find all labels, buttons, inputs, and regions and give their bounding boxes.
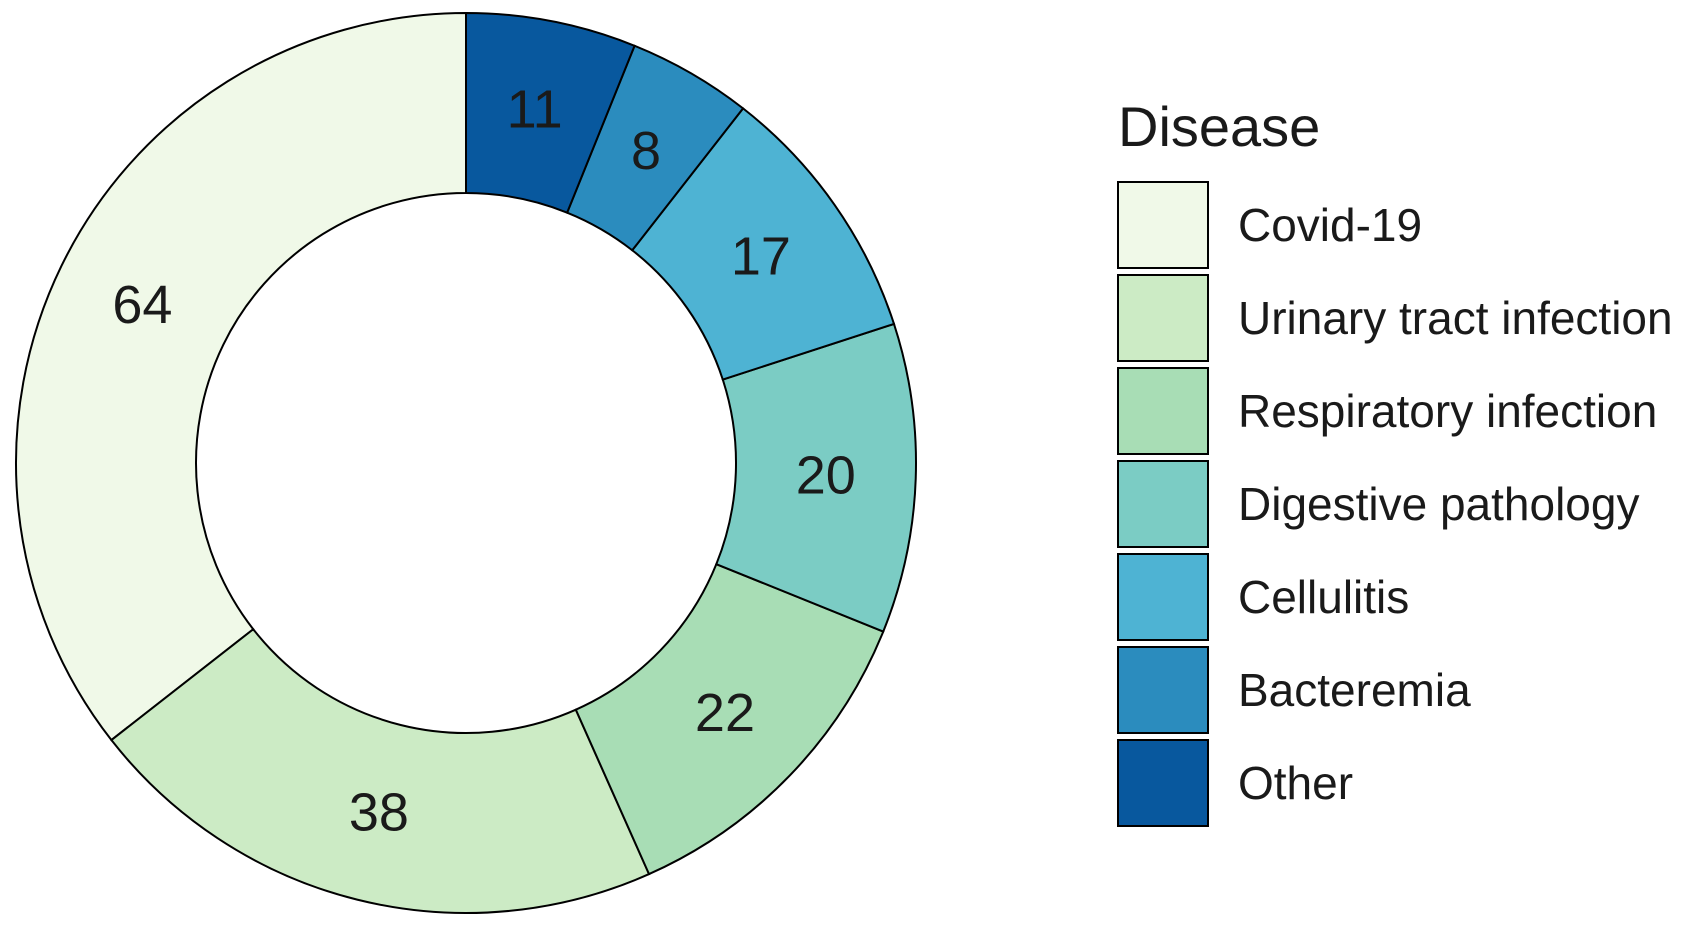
- legend-label: Urinary tract infection: [1238, 292, 1673, 344]
- slice-value-label: 8: [631, 121, 661, 181]
- slice-value-label: 22: [695, 683, 755, 743]
- slice-value-label: 17: [731, 227, 791, 287]
- legend-key-covid-19: [1117, 181, 1209, 269]
- legend-label: Digestive pathology: [1238, 478, 1639, 530]
- legend-key-cellulitis: [1117, 553, 1209, 641]
- legend-label: Bacteremia: [1238, 664, 1471, 716]
- legend-items: Covid-19 Urinary tract infection Respirato…: [1117, 181, 1673, 827]
- legend-label: Respiratory infection: [1238, 385, 1657, 437]
- slice-value-label: 20: [796, 446, 856, 506]
- legend-key-other: [1117, 739, 1209, 827]
- legend-key-urinary-tract-infection: [1117, 274, 1209, 362]
- legend-key-bacteremia: [1117, 646, 1209, 734]
- slice-covid-19: [15, 11, 467, 742]
- legend-title: Disease: [1118, 95, 1320, 158]
- slice-urinary-tract-infection: [109, 627, 651, 914]
- legend-key-digestive-pathology: [1117, 460, 1209, 548]
- legend-key-respiratory-infection: [1117, 367, 1209, 455]
- donut-value-labels: 64 38 22 20 17 8 11: [112, 80, 855, 843]
- slice-value-label: 64: [112, 275, 172, 335]
- legend: Disease Covid-19 Urinary tract infection R…: [1117, 95, 1673, 827]
- slice-value-label: 38: [349, 782, 409, 842]
- legend-label: Covid-19: [1238, 199, 1422, 251]
- legend-label: Other: [1238, 757, 1353, 809]
- donut-slices: [15, 11, 917, 914]
- slice-other: [465, 11, 636, 214]
- slice-value-label: 11: [507, 80, 563, 140]
- legend-label: Cellulitis: [1238, 571, 1409, 623]
